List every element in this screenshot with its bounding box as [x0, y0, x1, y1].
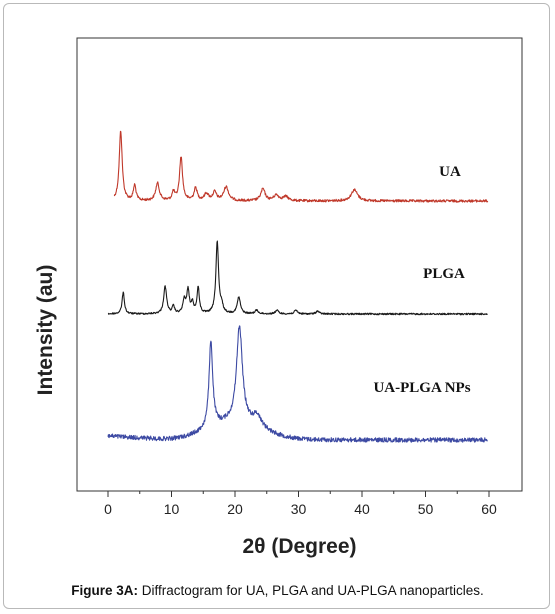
x-tick-label: 10 — [164, 501, 180, 517]
series-line-ua — [113, 130, 489, 203]
plot-area — [76, 37, 523, 492]
x-tick-label: 60 — [481, 501, 497, 517]
x-tick-label: 30 — [291, 501, 307, 517]
x-axis-ticks: 0 10 20 30 40 50 60 — [104, 491, 497, 517]
series-label: UA-PLGA NPs — [373, 380, 470, 396]
caption-label: Figure 3A: — [71, 583, 139, 598]
series-line-ua-plga-nps — [107, 325, 488, 443]
x-tick-label: 20 — [227, 501, 243, 517]
series-line-plga — [107, 240, 488, 316]
series-label: PLGA — [423, 266, 465, 282]
figure-frame — [3, 3, 550, 609]
figure-caption: Figure 3A: Diffractogram for UA, PLGA an… — [0, 583, 555, 598]
x-tick-label: 40 — [354, 501, 370, 517]
series-label: UA — [439, 164, 461, 180]
traces — [107, 130, 489, 443]
y-axis-title: Intensity (au) — [34, 265, 57, 396]
x-tick-label: 0 — [104, 501, 112, 517]
series-labels: UA PLGA UA-PLGA NPs — [373, 164, 470, 396]
x-axis-title: 2θ (Degree) — [242, 535, 356, 558]
caption-text: Diffractogram for UA, PLGA and UA-PLGA n… — [138, 583, 484, 598]
x-tick-label: 50 — [418, 501, 434, 517]
